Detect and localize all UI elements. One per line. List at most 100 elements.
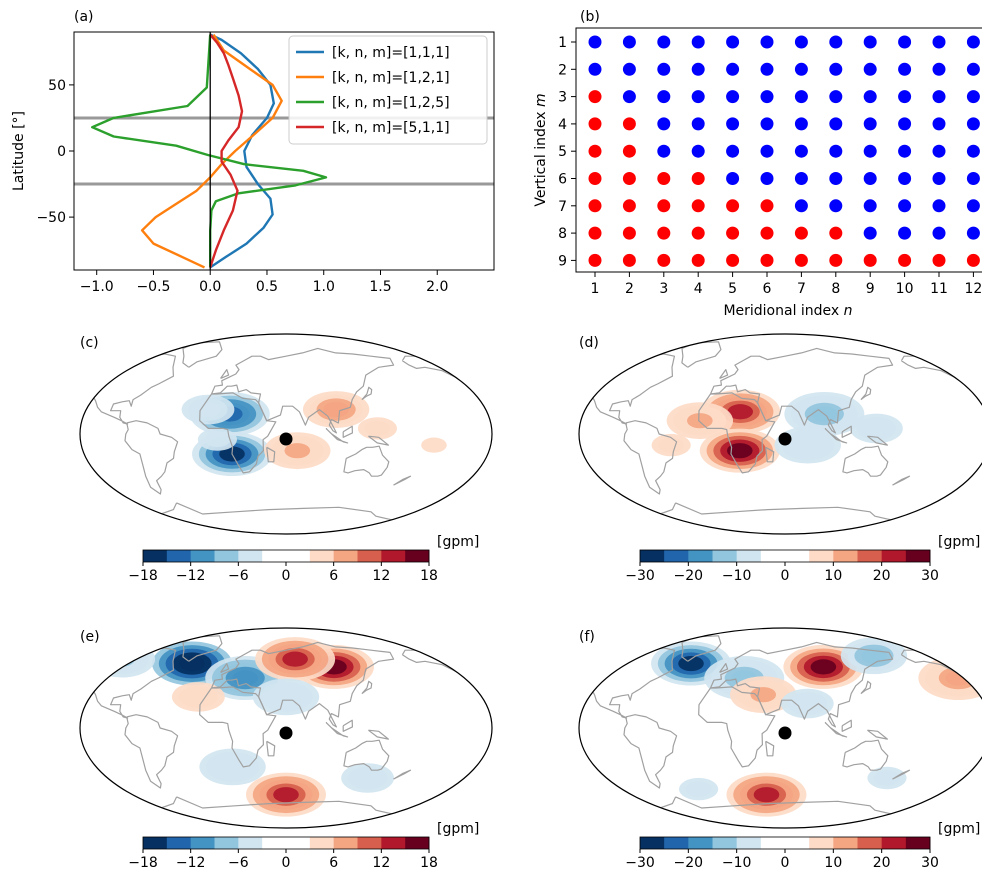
coastline (266, 446, 276, 463)
colorbar-segment (905, 837, 931, 849)
legend-label-0: [k, n, m]=[1,1,1] (332, 45, 450, 61)
colorbar-tick-label: 18 (420, 568, 438, 584)
coastline (698, 686, 776, 768)
colorbar-segment (809, 550, 834, 562)
map-boundary (578, 627, 982, 829)
colorbar-segment (640, 550, 665, 562)
index-dot (863, 253, 877, 267)
panel-b-y-axis: 1 2 3 4 5 6 7 8 9 (558, 35, 576, 269)
index-dot (588, 226, 602, 240)
y-tick-label: 6 (558, 172, 567, 188)
coastline (681, 635, 722, 662)
series-line-0 (209, 33, 275, 269)
anomaly-contour (204, 431, 231, 448)
anomaly-contour (794, 437, 821, 453)
index-dot (932, 144, 946, 158)
index-dot (863, 199, 877, 213)
anomaly-contour (726, 443, 753, 459)
colorbar-segment (286, 550, 311, 562)
coastline (199, 686, 277, 768)
series-line-2 (91, 34, 328, 268)
coastline (824, 427, 848, 444)
coastline (220, 369, 230, 379)
index-dot (794, 199, 808, 213)
anomaly-contour (810, 659, 837, 675)
index-dot (898, 199, 912, 213)
y-tick-label: 0 (57, 144, 66, 160)
colorbar-segment (785, 837, 810, 849)
index-dot (657, 117, 671, 131)
colorbar-segment (881, 550, 907, 562)
y-tick-label: 4 (558, 117, 567, 133)
x-tick-label: 6 (763, 281, 772, 297)
index-dot (898, 90, 912, 104)
anomaly-contour (678, 655, 704, 672)
index-dot (932, 226, 946, 240)
colorbar-tick-label: 6 (329, 855, 338, 871)
colorbar-segment (736, 837, 762, 849)
coastline (681, 341, 722, 368)
index-dot (622, 226, 636, 240)
index-dot (794, 62, 808, 76)
coastline (892, 769, 911, 780)
index-dot (863, 226, 877, 240)
panel-label-c: (c) (80, 335, 99, 351)
colorbar-segment (760, 550, 786, 562)
legend-label-1: [k, n, m]=[1,2,1] (332, 70, 450, 86)
index-dot (726, 144, 740, 158)
colorbar-segment (238, 550, 263, 562)
index-dot (588, 90, 602, 104)
index-dot (588, 144, 602, 158)
index-dot (726, 253, 740, 267)
colorbar-tick-label: 18 (420, 855, 438, 871)
y-tick-label: 9 (558, 253, 567, 269)
colorbar-segment (357, 837, 382, 849)
index-dot (622, 199, 636, 213)
anomaly-contour (421, 437, 447, 453)
coastline (124, 420, 179, 495)
coastline (210, 347, 395, 434)
index-dot (829, 253, 843, 267)
colorbar-tick-label: −30 (625, 568, 655, 584)
index-dot (794, 144, 808, 158)
colorbar-segment (833, 550, 858, 562)
colorbar-tick-label: 20 (873, 568, 891, 584)
colorbar-segment (357, 550, 382, 562)
reference-point (279, 432, 293, 446)
index-dot (932, 172, 946, 185)
index-dot (657, 62, 671, 76)
panel-a: (a) −1.0 −0.5 0.0 0.5 1.0 1.5 2.0 −50 0 50 Latit… (11, 9, 495, 295)
anomaly-contour (687, 413, 713, 429)
anomaly-contour (232, 670, 259, 686)
colorbar-tick-label: 0 (781, 855, 790, 871)
index-dot (966, 144, 980, 158)
index-dot (829, 35, 843, 49)
colorbar-segment (809, 837, 834, 849)
coastline (182, 635, 223, 662)
colorbar-tick-label: 10 (824, 855, 842, 871)
coastline (824, 721, 848, 738)
index-dot (691, 90, 705, 104)
panel-b-ylabel: Vertical index m (533, 93, 549, 206)
reference-point (778, 726, 792, 740)
colorbar-segment (405, 837, 430, 849)
index-dot (760, 199, 774, 213)
index-dot (622, 117, 636, 131)
map-boundary (79, 333, 493, 535)
colorbar-segment (405, 550, 430, 562)
index-dot (932, 35, 946, 49)
index-dot (726, 226, 740, 240)
index-dot (829, 144, 843, 158)
legend-label-2: [k, n, m]=[1,2,5] (332, 95, 450, 111)
index-dot (966, 62, 980, 76)
colorbar-segment (166, 550, 192, 562)
index-dot (760, 35, 774, 49)
coastline (361, 680, 373, 695)
index-dot (691, 253, 705, 267)
anomaly-contour (863, 420, 890, 437)
index-dot (898, 62, 912, 76)
index-dot (691, 62, 705, 76)
index-dot (966, 226, 980, 240)
index-dot (760, 90, 774, 104)
colorbar-segment (688, 550, 713, 562)
